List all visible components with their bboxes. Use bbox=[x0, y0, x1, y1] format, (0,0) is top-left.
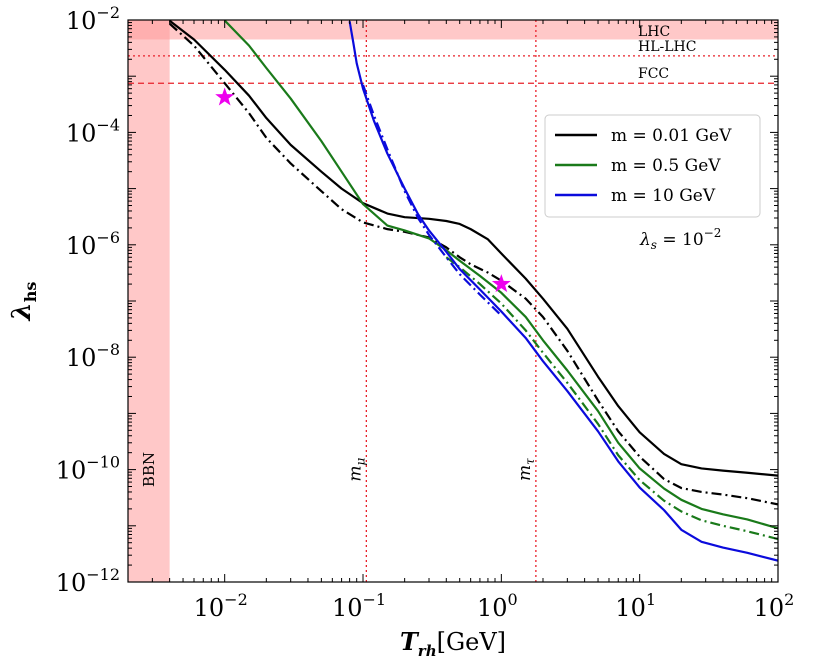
label-lhc: LHC bbox=[638, 24, 670, 40]
legend-label-m-0-01-gev: m = 0.01 GeV bbox=[611, 126, 732, 146]
y-tick-label: 10−2 bbox=[66, 3, 120, 35]
lambda-s-exp: −2 bbox=[704, 226, 722, 240]
lambda-s-value: = 10 bbox=[657, 230, 704, 250]
series-m-0-5-gev-dashdot bbox=[445, 256, 778, 541]
y-tick-label: 10−6 bbox=[66, 228, 120, 260]
label-vline-0: mμ bbox=[345, 457, 367, 481]
plot-frame bbox=[127, 19, 779, 583]
legend-box bbox=[544, 114, 761, 218]
series-m-0-01-gev-solid bbox=[168, 20, 778, 477]
series-m-10-gev-solid bbox=[348, 21, 778, 562]
legend: m = 0.01 GeV m = 0.5 GeV m = 10 GeV bbox=[544, 114, 761, 218]
y-tick-label: 10−8 bbox=[66, 340, 120, 372]
y-axis-title-sub: hs bbox=[21, 282, 40, 303]
label-vline-1: mτ bbox=[515, 458, 537, 481]
series-lines bbox=[168, 20, 778, 562]
axis-ticks: 10−2 10−1 100 101 102 10−12 10−10 10−8 10−6 10−4 1… bbox=[56, 3, 795, 622]
reference-lines bbox=[128, 20, 778, 582]
lambda-s-main: λ bbox=[639, 230, 651, 250]
y-axis-title: λhs bbox=[7, 282, 40, 322]
x-tick-label: 101 bbox=[615, 590, 656, 622]
x-tick-label: 102 bbox=[754, 590, 795, 622]
benchmark-markers bbox=[215, 87, 511, 293]
legend-label-m-0-5-gev: m = 0.5 GeV bbox=[611, 156, 721, 176]
x-axis-title-unit: [GeV] bbox=[437, 628, 506, 656]
x-tick-label: 10−2 bbox=[194, 590, 248, 622]
star-marker-1 bbox=[491, 274, 511, 293]
x-axis-title: Trh[GeV] bbox=[400, 627, 506, 660]
x-tick-label: 100 bbox=[477, 590, 518, 622]
region-lhc bbox=[128, 20, 778, 40]
star-marker-0 bbox=[215, 87, 235, 106]
series-m-0-5-gev-solid bbox=[223, 20, 778, 530]
series-m-0-01-gev-dashdot bbox=[168, 22, 778, 506]
lambda-s-annotation: λs = 10−2 bbox=[639, 226, 721, 252]
label-fcc: FCC bbox=[638, 66, 669, 82]
lambda-s-sub: s bbox=[651, 238, 657, 252]
label-bbn: BBN bbox=[140, 452, 158, 487]
x-tick-label: 10−1 bbox=[332, 590, 386, 622]
y-tick-label: 10−10 bbox=[56, 453, 120, 485]
shaded-regions bbox=[128, 20, 778, 582]
y-axis-title-main: λ bbox=[7, 302, 37, 321]
legend-label-m-10-gev: m = 10 GeV bbox=[611, 186, 716, 206]
series-m-10-gev-dashdot bbox=[361, 84, 503, 317]
label-hl-lhc: HL-LHC bbox=[638, 39, 696, 55]
x-axis-title-sub: rh bbox=[418, 642, 437, 660]
x-axis-title-main: T bbox=[400, 627, 420, 656]
y-tick-label: 10−4 bbox=[66, 115, 120, 147]
y-tick-label: 10−12 bbox=[56, 565, 120, 597]
